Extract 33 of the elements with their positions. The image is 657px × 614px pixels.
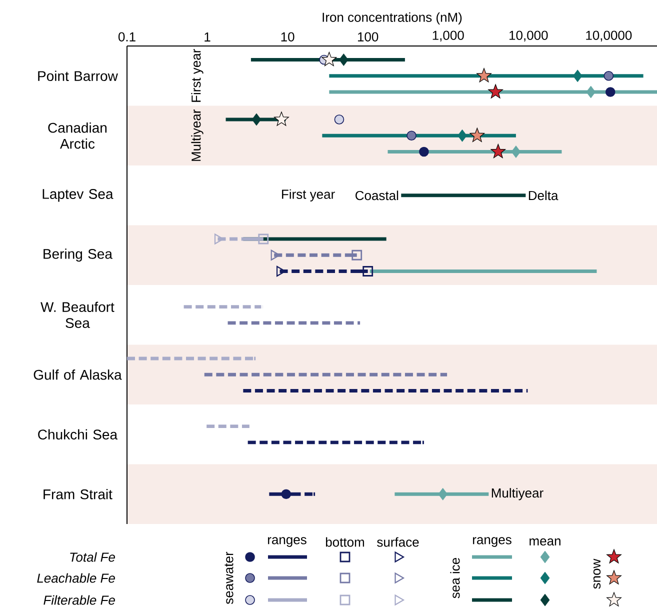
y-tick-label: Canadian Arctic [48,122,107,149]
text: sea ice [450,558,460,598]
text: mean [530,538,560,546]
annotation: First year [191,49,204,102]
x-tick-label: 10 [281,32,294,42]
annotation: First year [282,189,335,202]
text: Leachable Fe [37,573,115,583]
annotation: Delta [528,190,558,200]
x-tick-label: 1 [204,32,210,42]
annotation: Multiyear [492,488,544,500]
text: bottom [326,537,364,547]
y-tick-label: Point Barrow [38,70,118,82]
x-tick-label: 0.1 [118,32,136,42]
text: snow [593,558,601,589]
y-tick-label: W. Beaufort Sea [40,302,114,328]
text: ranges [268,537,306,547]
text: seawater [224,552,234,604]
text: ranges [472,537,512,547]
x-tick-label: 100 [358,32,378,42]
text: Total Fe [70,552,115,562]
text: Filterable Fe [44,595,115,605]
y-tick-label: Chukchi Sea [38,429,118,440]
x-tick-label: 10,0000 [586,30,632,42]
y-tick-label: Gulf of Alaska [34,369,122,380]
annotation: Multiyear [191,109,204,161]
x-tick-label: 10,000 [509,30,548,42]
x-tick-label: 1,000 [432,30,464,42]
x-axis-title: Iron concentrations (nM) [322,12,462,24]
annotation: Coastal [356,190,398,200]
text: surface [377,537,419,547]
y-tick-label: Laptev Sea [42,189,114,202]
y-tick-label: Fram Strait [44,488,112,500]
y-tick-label: Bering Sea [44,248,112,262]
